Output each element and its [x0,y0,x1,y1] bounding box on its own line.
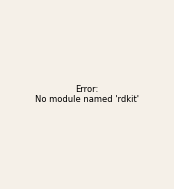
Text: Error:
No module named 'rdkit': Error: No module named 'rdkit' [35,85,139,104]
